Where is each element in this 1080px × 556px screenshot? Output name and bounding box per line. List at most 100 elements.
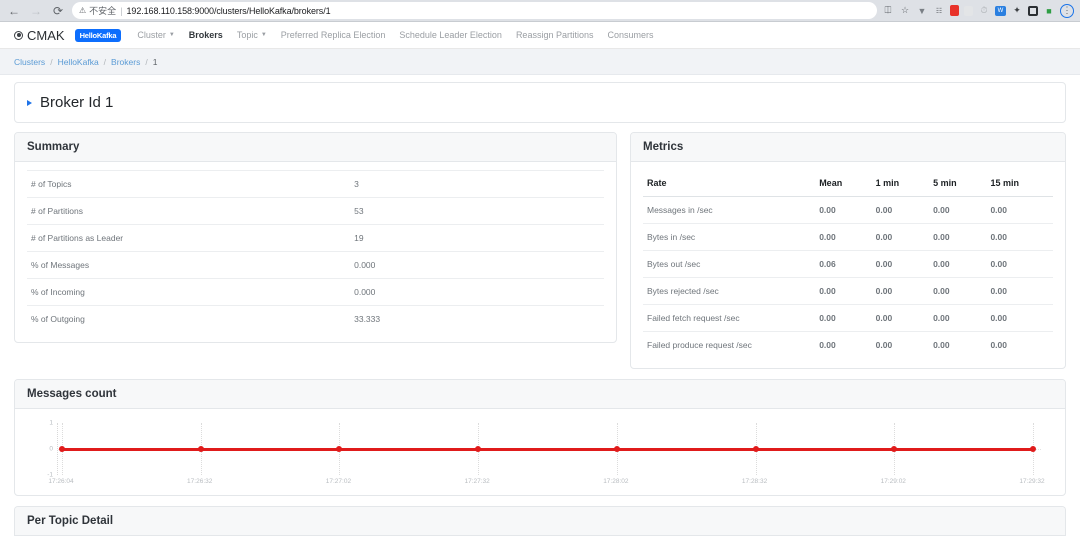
translate-icon[interactable]: ☷ [935,7,943,15]
summary-value: 3 [350,170,604,198]
nav-item-brokers-label: Brokers [188,30,223,40]
share-icon[interactable]: ⎅ [884,5,892,15]
summary-key: % of Outgoing [27,305,351,332]
page-content: Broker Id 1 Summary # of Topics 3 # of P… [0,82,1080,536]
gray-square-icon[interactable] [964,5,973,16]
table-header-row: Rate Mean 1 min 5 min 15 min [643,170,1053,197]
metrics-header-1min: 1 min [871,170,930,197]
nav-item-brokers[interactable]: Brokers [182,30,230,40]
x-axis-tick: 17:26:04 [48,478,74,485]
metric-15min: 0.00 [986,277,1053,305]
metric-mean: 0.00 [815,331,872,358]
blue-w-icon[interactable]: W [995,5,1006,16]
metric-5min: 0.00 [929,223,987,251]
main-columns: Summary # of Topics 3 # of Partitions 53 [14,132,1066,369]
messages-count-card: Messages count 1 0 -1 17:26:04 17:26:32 17… [14,379,1066,496]
nav-item-topic-label: Topic [236,30,258,40]
breadcrumb: Clusters / HelloKafka / Brokers / 1 [0,49,1080,75]
metric-1min: 0.00 [871,304,930,332]
table-row: % of Incoming 0.000 [27,278,604,306]
metric-name: Failed fetch request /sec [643,304,816,332]
metric-1min: 0.00 [871,277,930,305]
security-label: 不安全 [89,6,117,16]
table-row: % of Outgoing 33.333 [27,305,604,332]
summary-key: % of Incoming [27,278,351,306]
clock-icon[interactable]: ⏱ [980,5,988,15]
summary-value: 0.000 [350,251,604,279]
chart-data-point[interactable] [336,446,343,452]
browser-toolbar-icons: ⎅ ☆ ▼ ☷ ⏱ W ✦ ■ ⋮ [882,3,1076,18]
metric-1min: 0.00 [871,196,930,224]
chart-data-point[interactable] [59,446,65,452]
breadcrumb-item-clusters[interactable]: Clusters [14,56,46,67]
forward-arrow-icon[interactable]: → [30,3,42,18]
reload-icon[interactable]: ⟳ [52,3,64,18]
puzzle-icon[interactable]: ✦ [1013,5,1021,15]
table-row: Failed produce request /sec 0.00 0.00 0.… [643,331,1053,358]
metric-5min: 0.00 [929,304,987,332]
breadcrumb-separator: / [50,56,53,67]
nav-item-reassign-partitions[interactable]: Reassign Partitions [509,30,601,40]
nav-item-consumers-label: Consumers [607,30,654,40]
metrics-header-5min: 5 min [929,170,987,197]
nav-item-schedule-leader-election[interactable]: Schedule Leader Election [392,30,509,40]
white-square-icon[interactable] [1028,5,1038,16]
per-topic-detail-title: Per Topic Detail [15,507,1065,536]
metric-1min: 0.00 [871,250,930,278]
metric-name: Bytes in /sec [643,223,816,251]
table-row: # of Partitions 53 [27,197,604,225]
messages-count-title: Messages count [15,380,1065,409]
summary-key: % of Messages [27,251,351,279]
metrics-header-15min: 15 min [986,170,1053,197]
metric-5min: 0.00 [929,196,987,224]
metrics-header-mean: Mean [815,170,872,197]
breadcrumb-item-brokers[interactable]: Brokers [111,56,141,67]
star-icon[interactable]: ☆ [900,5,910,15]
metric-5min: 0.00 [929,331,987,358]
nav-item-consumers[interactable]: Consumers [600,30,660,40]
back-arrow-icon[interactable]: ← [8,3,20,18]
metric-mean: 0.00 [815,223,872,251]
table-row: Bytes in /sec 0.00 0.00 0.00 0.00 [643,223,1053,251]
red-book-icon[interactable] [950,5,959,16]
chart-data-point[interactable] [197,446,204,452]
metric-15min: 0.00 [986,331,1053,358]
table-row: % of Messages 0.000 [27,251,604,279]
summary-value: 53 [350,197,604,225]
metric-1min: 0.00 [871,223,930,251]
table-row: # of Topics 3 [27,170,604,198]
chevron-down-icon: ▼ [260,32,267,38]
summary-value: 19 [350,224,604,252]
cluster-badge[interactable]: HelloKafka [74,28,122,42]
summary-body: # of Topics 3 # of Partitions 53 # of Pa… [15,162,616,342]
summary-card: Summary # of Topics 3 # of Partitions 53 [14,132,617,343]
green-parrot-icon[interactable]: ■ [1046,5,1052,16]
summary-column: Summary # of Topics 3 # of Partitions 53 [14,132,617,369]
chart-series-line [62,447,1033,451]
breadcrumb-item-hellokafka[interactable]: HelloKafka [57,56,99,67]
right-arrow-marker-icon [27,99,32,106]
x-axis-tick: 17:27:32 [464,478,490,485]
summary-value: 0.000 [350,278,604,306]
chart-data-point[interactable] [613,446,620,452]
three-dots-menu-icon[interactable]: ⋮ [1060,3,1074,18]
metric-name: Bytes out /sec [643,250,816,278]
metric-5min: 0.00 [929,277,987,305]
brand-logo[interactable]: CMAK [14,28,65,43]
messages-count-chart: 1 0 -1 17:26:04 17:26:32 17:27:02 17:27:32 1… [23,417,1057,493]
address-bar[interactable]: ⚠ 不安全 | 192.168.110.158:9000/clusters/He… [72,2,877,19]
nav-item-cluster[interactable]: Cluster ▼ [130,30,181,40]
chart-data-point[interactable] [1030,446,1036,452]
nav-item-preferred-replica-election[interactable]: Preferred Replica Election [274,30,393,40]
y-axis-tick: 1 [49,419,53,427]
metric-name: Failed produce request /sec [643,331,816,358]
chart-data-point[interactable] [891,446,898,452]
metric-15min: 0.00 [986,304,1053,332]
chart-data-point[interactable] [752,446,759,452]
app-navbar: CMAK HelloKafka Cluster ▼ Brokers Topic … [0,22,1080,49]
nav-item-topic[interactable]: Topic ▼ [230,30,274,40]
chart-data-point[interactable] [475,446,482,452]
summary-value: 33.333 [350,305,604,332]
funnel-icon[interactable]: ▼ [917,5,927,16]
page-title: Broker Id 1 [40,94,114,111]
